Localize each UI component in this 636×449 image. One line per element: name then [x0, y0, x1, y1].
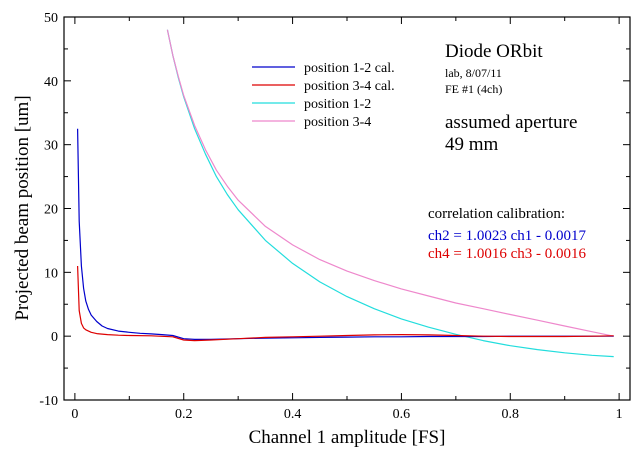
correlation-title: correlation calibration: [428, 206, 565, 222]
y-tick-label: 30 [44, 139, 58, 154]
series-line-0 [77, 128, 614, 340]
correlation-equation-ch4: ch4 = 1.0016 ch3 - 0.0016 [428, 246, 587, 262]
legend: position 1-2 cal. position 3-4 cal. positi… [252, 61, 395, 130]
annotation-date: lab, 8/07/11 [445, 66, 502, 80]
legend-label: position 3-4 cal. [304, 79, 395, 94]
x-axis-label: Channel 1 amplitude [FS] [249, 427, 446, 448]
x-tick-label: 0.4 [284, 407, 302, 422]
annotation-aperture-line2: 49 mm [445, 134, 499, 155]
y-tick-label: -10 [39, 394, 58, 409]
x-tick-label: 0 [71, 407, 78, 422]
x-tick-label: 0.6 [393, 407, 411, 422]
annotation-title: Diode ORbit [445, 41, 543, 62]
legend-label: position 1-2 cal. [304, 61, 395, 76]
y-tick-label: 10 [44, 266, 58, 281]
ticks-layer: 0 0.2 0.4 0.6 0.8 1 -10 0 10 20 30 40 50 [39, 11, 630, 422]
annotation-frontend: FE #1 (4ch) [445, 82, 502, 96]
y-tick-label: 0 [51, 330, 58, 345]
correlation-equation-ch2: ch2 = 1.0023 ch1 - 0.0017 [428, 228, 587, 244]
legend-label: position 3-4 [304, 115, 371, 130]
series-line-3 [166, 29, 614, 337]
y-tick-label: 50 [44, 11, 58, 26]
y-tick-label: 20 [44, 203, 58, 218]
series-line-1 [77, 265, 614, 342]
y-axis-label: Projected beam position [um] [12, 95, 33, 320]
y-tick-label: 40 [44, 75, 58, 90]
legend-label: position 1-2 [304, 97, 371, 112]
x-tick-label: 0.8 [502, 407, 520, 422]
series-layer [77, 29, 614, 358]
annotation-aperture-line1: assumed aperture [445, 112, 577, 133]
x-tick-label: 1 [616, 407, 623, 422]
series-line-2 [166, 29, 614, 358]
x-tick-label: 0.2 [175, 407, 193, 422]
